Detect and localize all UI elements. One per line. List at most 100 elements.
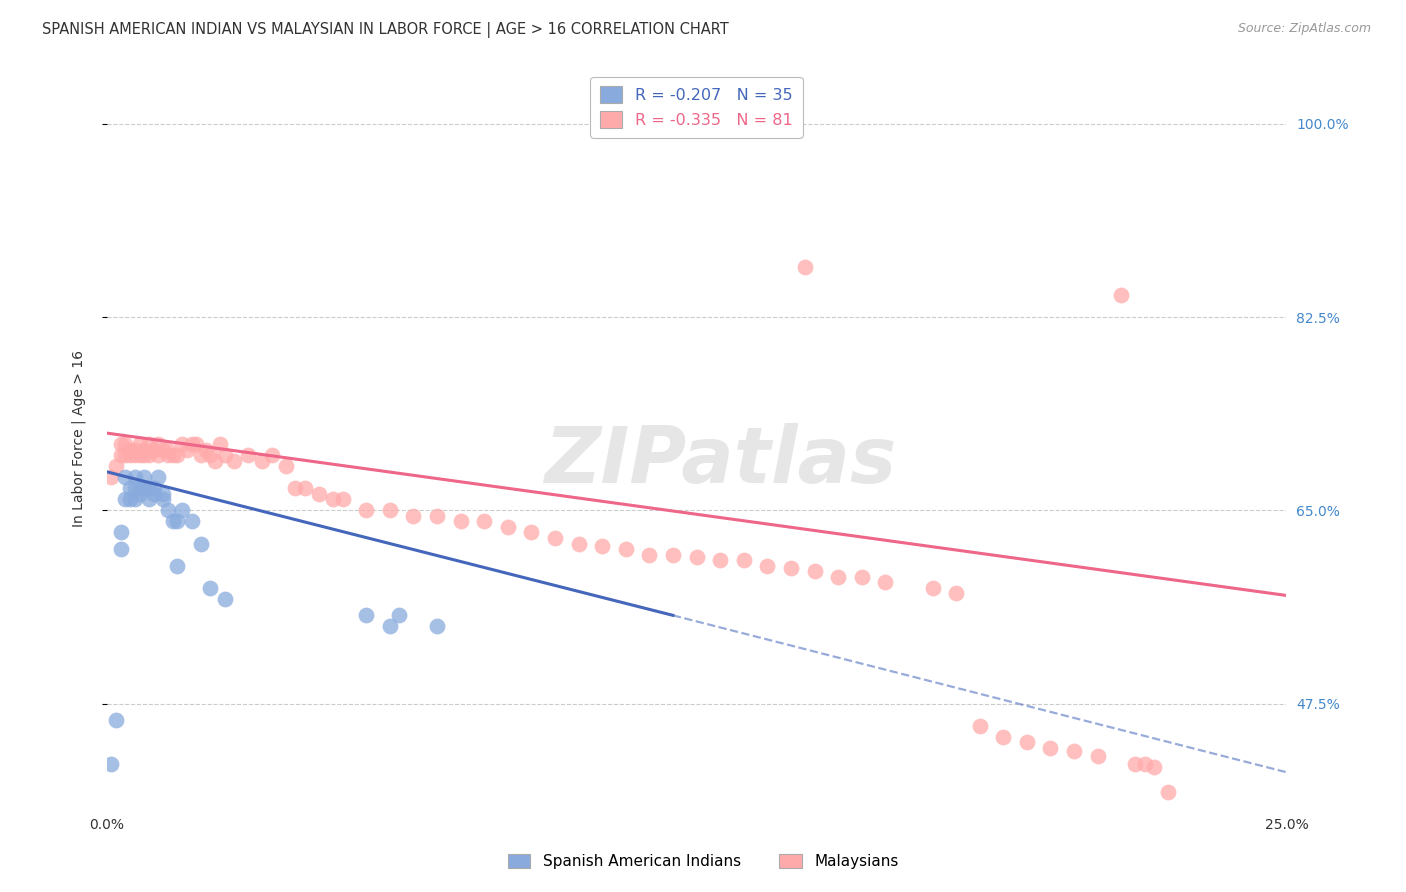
Point: [180, 437, 202, 451]
Point: [134, 448, 156, 462]
Point: [128, 448, 150, 462]
Point: [921, 581, 943, 595]
Point: [709, 553, 731, 567]
Point: [124, 481, 146, 495]
Point: [114, 437, 136, 451]
Point: [450, 515, 472, 529]
Legend: R = -0.207   N = 35, R = -0.335   N = 81: R = -0.207 N = 35, R = -0.335 N = 81: [591, 77, 803, 137]
Point: [134, 470, 156, 484]
Text: SPANISH AMERICAN INDIAN VS MALAYSIAN IN LABOR FORCE | AGE > 16 CORRELATION CHART: SPANISH AMERICAN INDIAN VS MALAYSIAN IN …: [42, 22, 728, 38]
Text: Source: ZipAtlas.com: Source: ZipAtlas.com: [1237, 22, 1371, 36]
Point: [756, 558, 779, 573]
Point: [803, 564, 825, 578]
Point: [827, 570, 849, 584]
Point: [322, 492, 344, 507]
Point: [520, 525, 543, 540]
Point: [274, 459, 297, 474]
Point: [138, 481, 160, 495]
Point: [1015, 735, 1038, 749]
Point: [124, 492, 146, 507]
Point: [1133, 757, 1156, 772]
Point: [100, 757, 122, 772]
Point: [260, 448, 283, 462]
Point: [208, 437, 231, 451]
Point: [148, 470, 170, 484]
Point: [875, 575, 897, 590]
Point: [222, 453, 245, 467]
Point: [402, 508, 425, 523]
Point: [128, 481, 150, 495]
Point: [186, 437, 208, 451]
Point: [426, 619, 449, 633]
Point: [172, 437, 194, 451]
Point: [200, 581, 222, 595]
Point: [180, 515, 202, 529]
Point: [152, 492, 174, 507]
Point: [1039, 740, 1062, 755]
Point: [142, 442, 165, 457]
Point: [114, 492, 136, 507]
Point: [496, 520, 519, 534]
Point: [426, 508, 449, 523]
Point: [142, 481, 165, 495]
Point: [472, 515, 495, 529]
Point: [354, 503, 377, 517]
Point: [1143, 760, 1166, 774]
Point: [794, 260, 817, 275]
Point: [138, 492, 160, 507]
Point: [162, 448, 184, 462]
Point: [308, 487, 330, 501]
Point: [200, 448, 222, 462]
Point: [204, 453, 226, 467]
Point: [148, 448, 170, 462]
Point: [194, 442, 217, 457]
Point: [214, 591, 236, 606]
Point: [166, 558, 188, 573]
Point: [332, 492, 354, 507]
Point: [388, 608, 411, 623]
Point: [969, 719, 991, 733]
Point: [124, 442, 146, 457]
Point: [110, 542, 132, 557]
Point: [148, 437, 170, 451]
Point: [114, 470, 136, 484]
Point: [294, 481, 316, 495]
Point: [105, 459, 128, 474]
Point: [567, 536, 589, 550]
Point: [354, 608, 377, 623]
Point: [128, 437, 150, 451]
Point: [134, 481, 156, 495]
Point: [662, 548, 685, 562]
Point: [733, 553, 755, 567]
Point: [120, 481, 142, 495]
Point: [378, 503, 401, 517]
Point: [993, 730, 1015, 744]
Point: [152, 487, 174, 501]
Point: [214, 448, 236, 462]
Point: [166, 515, 188, 529]
Point: [1125, 757, 1147, 772]
Point: [851, 570, 873, 584]
Point: [544, 531, 567, 545]
Point: [128, 487, 150, 501]
Point: [176, 442, 198, 457]
Point: [1087, 748, 1109, 763]
Point: [110, 437, 132, 451]
Point: [591, 539, 613, 553]
Point: [166, 448, 188, 462]
Point: [120, 448, 142, 462]
Point: [138, 437, 160, 451]
Point: [110, 525, 132, 540]
Point: [134, 442, 156, 457]
Point: [190, 448, 212, 462]
Point: [124, 470, 146, 484]
Point: [156, 448, 179, 462]
Point: [252, 453, 274, 467]
Point: [156, 503, 179, 517]
Point: [152, 442, 174, 457]
Point: [172, 503, 194, 517]
Point: [105, 714, 128, 728]
Point: [780, 561, 803, 575]
Point: [1063, 744, 1085, 758]
Point: [156, 442, 179, 457]
